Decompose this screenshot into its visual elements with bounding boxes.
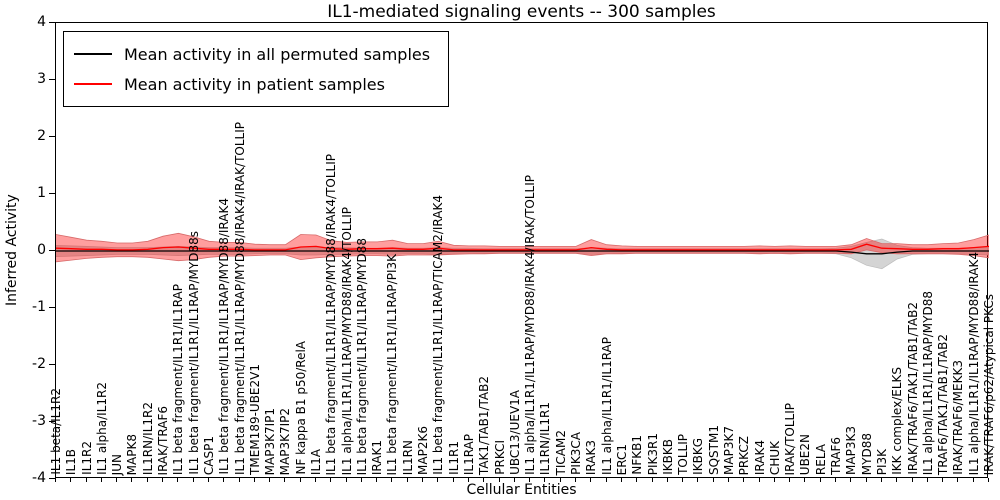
x-tick-mark	[972, 478, 974, 482]
x-tick-mark	[483, 478, 485, 482]
x-tick-mark	[896, 478, 898, 482]
legend-label-patient: Mean activity in patient samples	[124, 74, 385, 94]
x-tick-mark	[100, 478, 102, 482]
x-tick-mark	[544, 478, 546, 482]
x-tick-mark	[85, 478, 87, 482]
x-tick-mark	[360, 478, 362, 482]
x-tick-mark	[819, 478, 821, 482]
plot-area: IL1 beta/IL1R2 IL1B IL1R2 IL1 alpha/IL1R2 JU…	[49, 22, 996, 478]
x-tick-mark	[406, 478, 408, 482]
y-tick-label: 2	[37, 128, 46, 144]
legend-line-black-icon	[74, 53, 112, 55]
y-tick-mark	[49, 250, 55, 251]
y-tick-mark	[49, 193, 55, 194]
x-tick-mark	[575, 478, 577, 482]
x-tick-mark	[422, 478, 424, 482]
x-tick-mark	[131, 478, 133, 482]
chart-canvas	[56, 232, 989, 270]
x-tick-mark	[146, 478, 148, 482]
x-tick-mark	[162, 478, 164, 482]
x-tick-mark	[330, 478, 332, 482]
x-tick-mark	[70, 478, 72, 482]
permuted-band-upper-edge	[56, 238, 989, 250]
y-tick-label: 4	[37, 14, 46, 30]
patient-mean-line	[56, 243, 989, 251]
y-tick-mark	[49, 364, 55, 365]
x-tick-mark	[804, 478, 806, 482]
x-tick-mark	[590, 478, 592, 482]
patient-band-upper-edge	[56, 232, 989, 247]
x-axis-label: Cellular Entities	[466, 482, 577, 498]
x-tick-mark	[636, 478, 638, 482]
x-tick-mark	[253, 478, 255, 482]
legend-item-permuted: Mean activity in all permuted samples	[74, 39, 430, 69]
x-tick-mark	[942, 478, 944, 482]
x-tick-mark	[345, 478, 347, 482]
x-tick-mark	[743, 478, 745, 482]
x-tick-mark	[727, 478, 729, 482]
x-tick-mark	[207, 478, 209, 482]
x-tick-mark	[850, 478, 852, 482]
x-tick-mark	[988, 478, 989, 482]
x-tick-mark	[697, 478, 699, 482]
x-tick-mark	[437, 478, 439, 482]
y-tick-label: 0	[37, 242, 46, 258]
y-tick-label: -2	[32, 356, 46, 372]
x-tick-mark	[391, 478, 393, 482]
legend: Mean activity in all permuted samples Me…	[63, 31, 450, 107]
x-tick-mark	[605, 478, 607, 482]
x-tick-mark	[467, 478, 469, 482]
x-tick-mark	[315, 478, 317, 482]
y-tick-label: 1	[37, 185, 46, 201]
y-tick-mark	[49, 79, 55, 80]
permuted-mean-line	[56, 250, 989, 255]
x-tick-mark	[177, 478, 179, 482]
chart-title: IL1-mediated signaling events -- 300 sam…	[327, 2, 716, 22]
legend-label-permuted: Mean activity in all permuted samples	[124, 44, 431, 64]
x-tick-mark	[835, 478, 837, 482]
x-tick-mark	[758, 478, 760, 482]
x-tick-mark	[116, 478, 118, 482]
x-tick-mark	[651, 478, 653, 482]
x-tick-mark	[666, 478, 668, 482]
legend-line-red-icon	[74, 83, 112, 85]
x-tick-mark	[682, 478, 684, 482]
patient-band	[56, 233, 989, 262]
x-tick-mark	[865, 478, 867, 482]
x-tick-mark	[559, 478, 561, 482]
x-tick-mark	[529, 478, 531, 482]
x-tick-mark	[223, 478, 225, 482]
x-tick-mark	[55, 478, 56, 482]
y-tick-mark	[49, 136, 55, 137]
x-tick-mark	[911, 478, 913, 482]
y-tick-label: 3	[37, 71, 46, 87]
x-tick-mark	[789, 478, 791, 482]
permuted-band	[56, 239, 989, 269]
y-tick-mark	[49, 478, 55, 479]
y-tick-label: -1	[32, 299, 46, 315]
x-tick-mark	[620, 478, 622, 482]
x-tick-mark	[376, 478, 378, 482]
y-tick-mark	[49, 307, 55, 308]
y-tick-label: -4	[32, 470, 46, 486]
x-tick-mark	[452, 478, 454, 482]
x-tick-mark	[957, 478, 959, 482]
x-tick-mark	[513, 478, 515, 482]
legend-item-patient: Mean activity in patient samples	[74, 69, 430, 99]
y-tick-label: -3	[32, 413, 46, 429]
y-tick-mark	[49, 22, 55, 23]
y-tick-mark	[49, 421, 55, 422]
patient-band-lower-edge	[56, 249, 989, 263]
x-tick-mark	[299, 478, 301, 482]
x-tick-mark	[880, 478, 882, 482]
x-tick-mark	[284, 478, 286, 482]
x-tick-mark	[712, 478, 714, 482]
x-tick-mark	[192, 478, 194, 482]
x-tick-mark	[238, 478, 240, 482]
x-tick-mark	[926, 478, 928, 482]
x-tick-mark	[498, 478, 500, 482]
x-tick-mark	[269, 478, 271, 482]
x-tick-mark	[773, 478, 775, 482]
